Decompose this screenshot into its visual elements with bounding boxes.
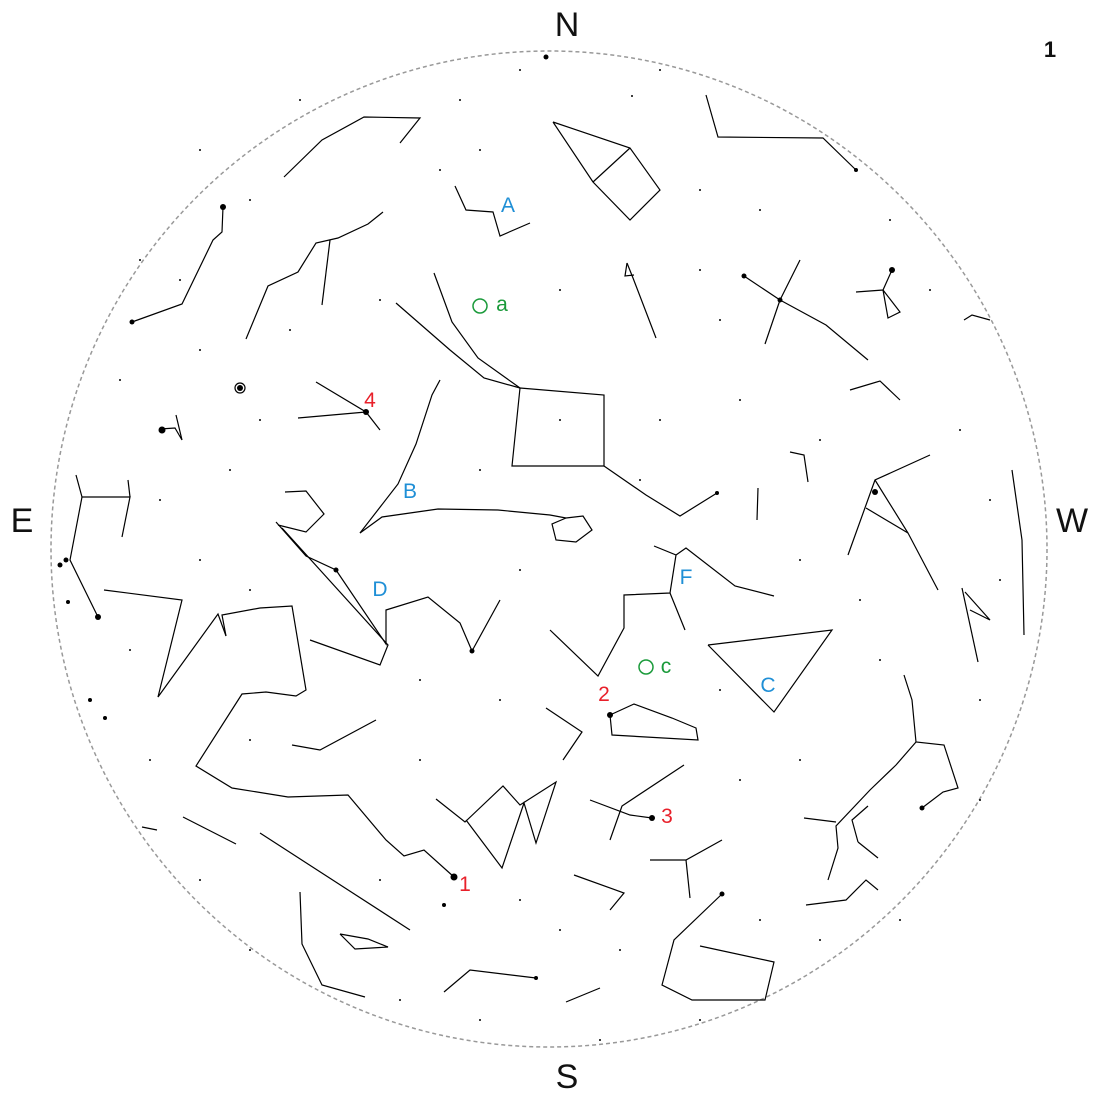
object-label-c: c bbox=[661, 655, 672, 678]
west-label: W bbox=[1056, 502, 1088, 540]
south-label: S bbox=[556, 1058, 579, 1095]
object-label-a: a bbox=[496, 293, 508, 316]
north-label: N bbox=[555, 6, 580, 44]
object-c-circle-icon bbox=[638, 659, 654, 675]
constellation-label-d: D bbox=[372, 578, 387, 601]
planetary-nebula-marker bbox=[234, 382, 246, 394]
star-label-3: 3 bbox=[661, 805, 673, 828]
object-markers: a c bbox=[472, 293, 672, 678]
object-a-circle-icon bbox=[472, 298, 488, 314]
constellation-label-a: A bbox=[501, 194, 515, 217]
star-label-1: 1 bbox=[459, 873, 471, 896]
constellation-label-f: F bbox=[680, 566, 693, 589]
constellation-lines bbox=[69, 94, 1025, 1003]
star-label-4: 4 bbox=[364, 389, 376, 412]
faint-stars bbox=[119, 69, 1001, 1041]
bright-stars bbox=[57, 54, 925, 980]
east-label: E bbox=[11, 502, 34, 540]
constellation-label-b: B bbox=[403, 480, 417, 503]
page-number: 1 bbox=[1044, 37, 1056, 62]
constellation-label-c: C bbox=[760, 674, 775, 697]
constellation-labels: A B C D F bbox=[372, 194, 775, 697]
star-labels: 1 2 3 4 bbox=[364, 389, 673, 896]
horizon-circle bbox=[50, 50, 1048, 1048]
star-label-2: 2 bbox=[598, 683, 610, 706]
